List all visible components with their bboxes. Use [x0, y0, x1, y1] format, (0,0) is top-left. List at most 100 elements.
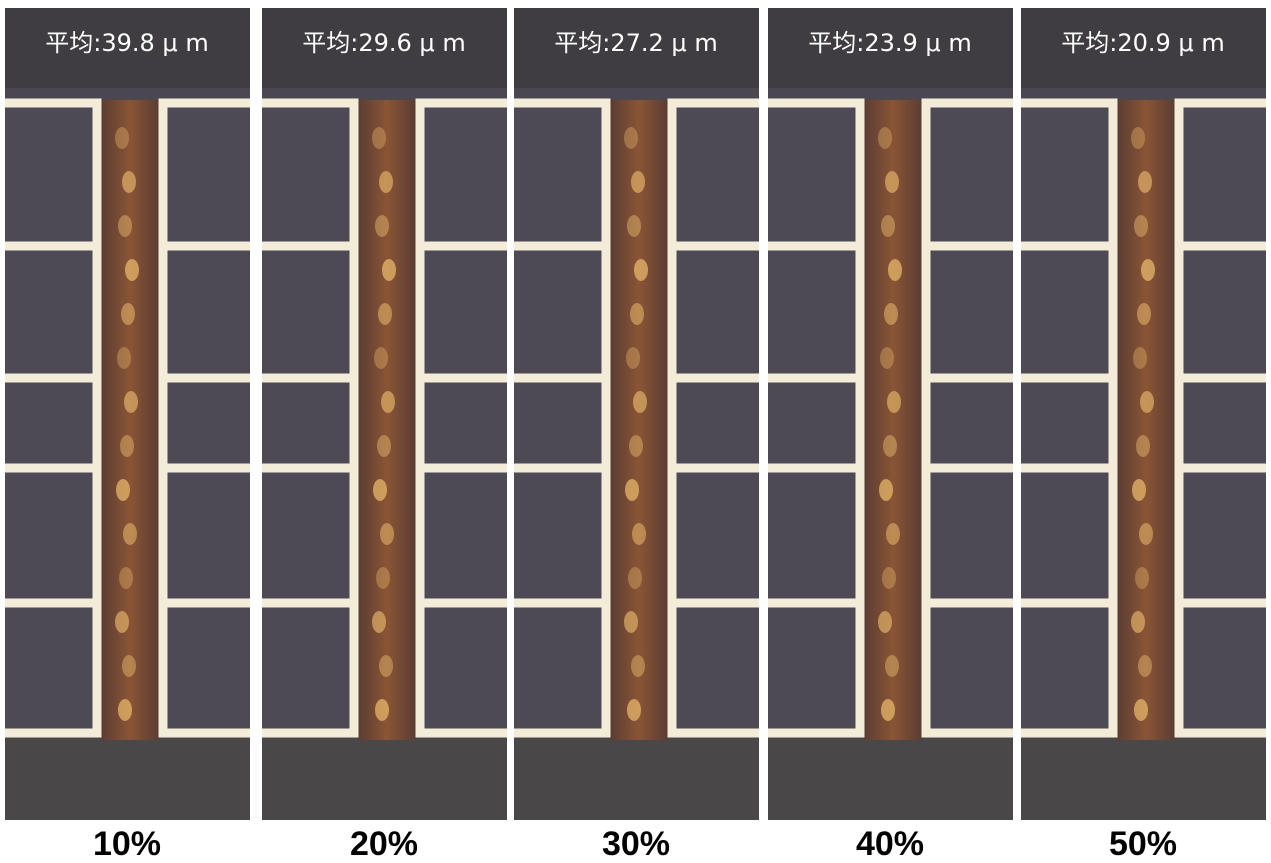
caption: 40%	[856, 825, 924, 863]
copper-cell	[163, 378, 267, 468]
copper-cell	[756, 103, 860, 246]
average-label: 平均:27.2 μ m	[554, 29, 717, 57]
glow	[118, 699, 132, 721]
glow	[115, 611, 129, 633]
glow	[881, 699, 895, 721]
panel-image	[756, 8, 1030, 820]
glow	[882, 567, 896, 589]
glow	[125, 259, 139, 281]
copper-cell	[1009, 246, 1113, 378]
glow	[624, 611, 638, 633]
copper-cell	[672, 103, 776, 246]
glow	[123, 523, 137, 545]
copper-cell	[420, 603, 524, 733]
copper-cell	[502, 378, 606, 468]
glow	[627, 699, 641, 721]
glow	[382, 259, 396, 281]
bottom-band	[514, 738, 759, 820]
glow	[124, 391, 138, 413]
copper-cell	[756, 468, 860, 603]
micrograph-panel: 平均:20.9 μ m	[1009, 8, 1271, 820]
glow	[888, 259, 902, 281]
glow	[626, 347, 640, 369]
copper-cell	[672, 603, 776, 733]
copper-cell	[1009, 468, 1113, 603]
glow	[1136, 435, 1150, 457]
glow	[376, 567, 390, 589]
glow	[1137, 303, 1151, 325]
glow	[1131, 611, 1145, 633]
copper-cell	[756, 246, 860, 378]
glow	[372, 611, 386, 633]
glow	[1134, 215, 1148, 237]
copper-cell	[502, 103, 606, 246]
glow	[632, 523, 646, 545]
glow	[1134, 699, 1148, 721]
via-channel	[1117, 100, 1175, 740]
copper-cell	[0, 378, 97, 468]
copper-cell	[250, 103, 354, 246]
glow	[879, 479, 893, 501]
bottom-band	[768, 738, 1013, 820]
glow	[1135, 567, 1149, 589]
glow	[122, 171, 136, 193]
copper-cell	[420, 378, 524, 468]
glow	[629, 435, 643, 457]
glow	[1141, 259, 1155, 281]
copper-cell	[756, 378, 860, 468]
glow	[1132, 479, 1146, 501]
glow	[885, 171, 899, 193]
glow	[634, 259, 648, 281]
via-channel	[610, 100, 668, 740]
micrograph-figure: 平均:39.8 μ m 10% 平均:29.6 μ m 20% 平均:27.2 μ m 3…	[0, 0, 1271, 863]
glow	[375, 215, 389, 237]
glow	[886, 523, 900, 545]
glow	[881, 215, 895, 237]
glow	[117, 347, 131, 369]
micrograph-panel: 平均:39.8 μ m	[0, 8, 267, 820]
copper-cell	[756, 603, 860, 733]
glow	[115, 127, 129, 149]
copper-cell	[672, 246, 776, 378]
caption: 20%	[350, 825, 418, 863]
copper-cell	[1009, 603, 1113, 733]
bottom-band	[262, 738, 507, 820]
panel-image	[250, 8, 524, 820]
glow	[375, 699, 389, 721]
copper-cell	[926, 246, 1030, 378]
copper-cell	[0, 468, 97, 603]
glow	[122, 655, 136, 677]
glow	[631, 171, 645, 193]
caption: 30%	[602, 825, 670, 863]
glow	[373, 479, 387, 501]
glow	[1131, 127, 1145, 149]
glow	[1139, 523, 1153, 545]
copper-cell	[250, 468, 354, 603]
copper-cell	[926, 603, 1030, 733]
via-channel	[864, 100, 922, 740]
copper-cell	[502, 246, 606, 378]
glow	[883, 435, 897, 457]
glow	[627, 215, 641, 237]
micrograph-panel: 平均:29.6 μ m	[250, 8, 524, 820]
copper-cell	[0, 603, 97, 733]
copper-cell	[926, 468, 1030, 603]
copper-cell	[250, 378, 354, 468]
glow	[377, 435, 391, 457]
copper-cell	[420, 246, 524, 378]
glow	[119, 567, 133, 589]
glow	[120, 435, 134, 457]
glow	[374, 347, 388, 369]
copper-cell	[672, 468, 776, 603]
caption: 10%	[93, 825, 161, 863]
copper-cell	[163, 468, 267, 603]
glow	[880, 347, 894, 369]
copper-cell	[1009, 103, 1113, 246]
glow	[630, 303, 644, 325]
glow	[378, 303, 392, 325]
bottom-band	[5, 738, 250, 820]
copper-cell	[163, 603, 267, 733]
glow	[1138, 655, 1152, 677]
micrograph-panel: 平均:27.2 μ m	[502, 8, 776, 820]
glow	[631, 655, 645, 677]
